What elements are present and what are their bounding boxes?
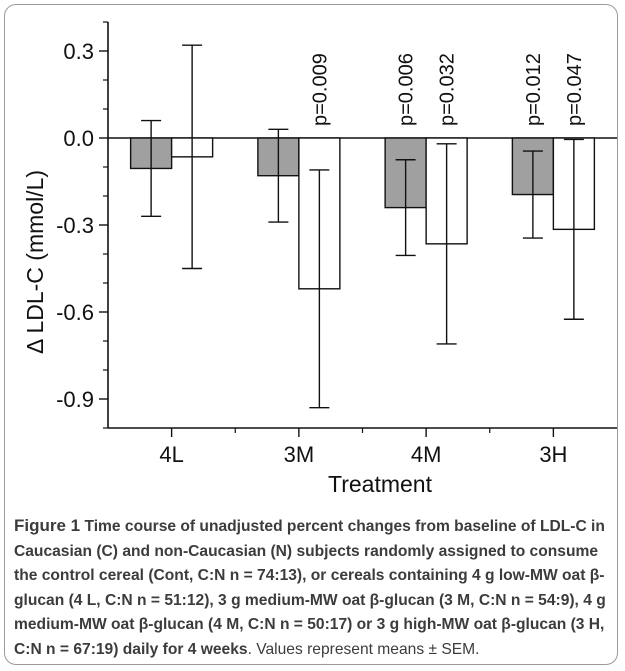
- caption-normal-text: . Values represent means ± SEM.: [247, 640, 480, 658]
- y-tick-label: -0.3: [56, 213, 94, 238]
- p-value-label: p=0.006: [396, 53, 418, 126]
- y-tick-label: -0.9: [56, 387, 94, 412]
- p-value-label: p=0.009: [309, 53, 331, 126]
- y-axis: 0.3 0.0 -0.3 -0.6 -0.9: [56, 21, 109, 429]
- y-tick-label: 0.3: [63, 39, 94, 64]
- figure-caption: Figure 1 Time course of unadjusted perce…: [14, 514, 608, 662]
- x-tick-label: 3H: [539, 442, 567, 467]
- x-axis-label: Treatment: [328, 471, 433, 497]
- p-value-label: p=0.012: [523, 53, 545, 126]
- figure-label: Figure 1: [14, 516, 81, 535]
- bars: [129, 137, 596, 290]
- caption-bold-text: Time course of unadjusted percent change…: [14, 518, 606, 658]
- x-tick-label: 4L: [159, 442, 183, 467]
- p-value-labels: p=0.009 p=0.006 p=0.032 p=0.012 p=0.047: [309, 53, 586, 126]
- p-value-label: p=0.032: [437, 53, 459, 126]
- p-value-label: p=0.047: [564, 53, 586, 126]
- y-tick-label: 0.0: [63, 126, 94, 151]
- x-tick-label: 3M: [284, 442, 315, 467]
- y-tick-label: -0.6: [56, 300, 94, 325]
- x-tick-label: 4M: [411, 442, 442, 467]
- figure-frame: [4, 4, 618, 665]
- y-axis-label: Δ LDL-C (mmol/L): [22, 170, 48, 354]
- bar-chart: 0.30.0-0.3-0.6-0.9 4L 3M 4M 3H p=0.009 p=0.0…: [22, 21, 617, 497]
- error-bars: [141, 44, 584, 409]
